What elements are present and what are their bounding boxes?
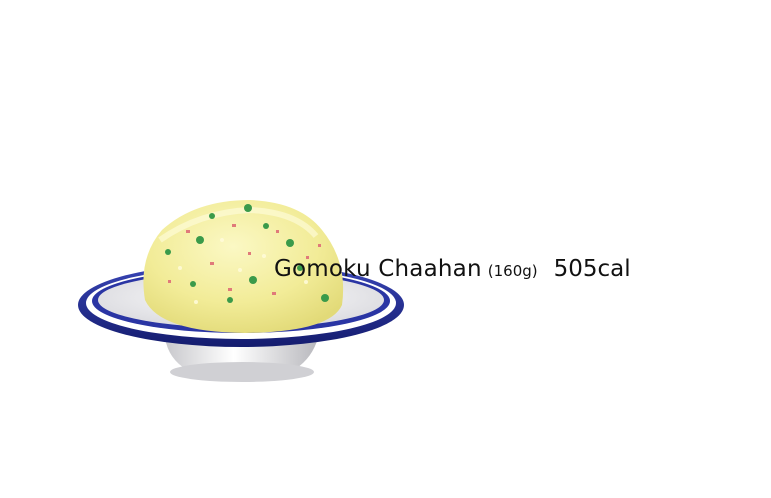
dish-weight: (160g) xyxy=(487,262,538,280)
food-label: Gomoku Chaahan (160g) 505cal xyxy=(274,256,631,282)
ham-bits xyxy=(168,224,321,295)
dish-calories: 505cal xyxy=(553,256,631,282)
dish-name: Gomoku Chaahan xyxy=(274,256,482,282)
fried-rice-mound xyxy=(143,200,344,333)
peas xyxy=(165,204,329,303)
